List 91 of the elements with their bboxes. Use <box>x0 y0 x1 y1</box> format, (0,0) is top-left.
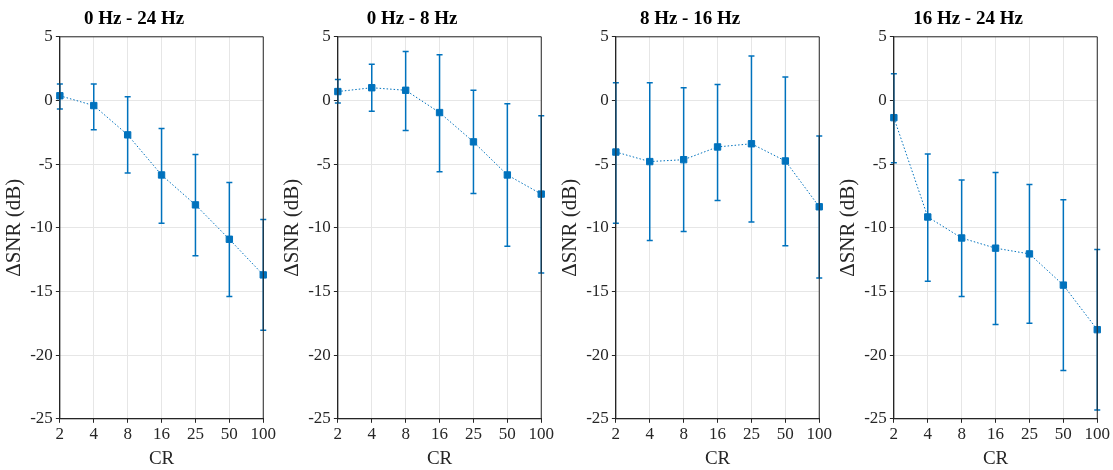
point <box>957 234 966 242</box>
point <box>191 201 200 209</box>
chart-title: 8 Hz - 16 Hz <box>639 7 741 29</box>
x-tick-label: 16 <box>987 424 1005 444</box>
x-tick-label: 8 <box>957 424 966 444</box>
point <box>1025 250 1034 258</box>
point <box>157 171 166 179</box>
point <box>815 203 823 211</box>
point <box>713 143 722 151</box>
x-tick-label: 4 <box>645 424 655 444</box>
point <box>123 131 132 139</box>
x-tick-label: 2 <box>611 424 621 444</box>
x-tick-label: 4 <box>923 424 933 444</box>
x-tick-label: 2 <box>55 424 65 444</box>
y-tick-label: -15 <box>308 280 331 300</box>
y-tick-label: 0 <box>878 89 887 109</box>
point <box>56 92 64 100</box>
chart-title: 0 Hz - 24 Hz <box>83 7 185 29</box>
x-tick-label: 100 <box>250 424 276 444</box>
x-tick-label: 16 <box>709 424 727 444</box>
y-tick-label: -25 <box>30 408 53 428</box>
chart-title: 0 Hz - 8 Hz <box>366 7 458 29</box>
x-tick-label: 8 <box>123 424 132 444</box>
x-axis-title: CR <box>148 446 175 468</box>
y-tick-label: -5 <box>872 153 887 173</box>
y-tick-label: 5 <box>322 26 331 46</box>
x-tick-label: 4 <box>89 424 99 444</box>
y-tick-label: 5 <box>44 26 53 46</box>
y-tick-label: 0 <box>322 89 331 109</box>
chart-title: 16 Hz - 24 Hz <box>913 7 1024 29</box>
y-tick-label: -20 <box>864 344 887 364</box>
x-axis-title: CR <box>982 446 1009 468</box>
x-tick-label: 50 <box>498 424 516 444</box>
point <box>1059 281 1068 289</box>
point <box>747 140 756 148</box>
x-tick-label: 8 <box>679 424 688 444</box>
y-tick-label: -10 <box>586 217 609 237</box>
point <box>401 86 410 94</box>
y-tick-label: -20 <box>308 344 331 364</box>
x-tick-label: 25 <box>186 424 204 444</box>
y-axis-title: ΔSNR (dB) <box>1 178 26 277</box>
point <box>225 235 234 243</box>
y-tick-label: -5 <box>38 153 53 173</box>
point <box>537 190 545 198</box>
y-tick-label: -20 <box>30 344 53 364</box>
point <box>469 138 478 146</box>
x-tick-label: 4 <box>367 424 377 444</box>
y-tick-label: -15 <box>586 280 609 300</box>
y-tick-label: -15 <box>30 280 53 300</box>
x-tick-label: 50 <box>1054 424 1072 444</box>
x-tick-label: 100 <box>528 424 554 444</box>
y-tick-label: 5 <box>600 26 609 46</box>
y-tick-label: -25 <box>864 408 887 428</box>
point <box>503 171 512 179</box>
y-tick-label: 0 <box>44 89 53 109</box>
y-tick-label: -10 <box>30 217 53 237</box>
x-tick-label: 2 <box>889 424 899 444</box>
y-tick-label: 0 <box>600 89 609 109</box>
y-axis-title: ΔSNR (dB) <box>835 178 860 277</box>
x-tick-label: 100 <box>1084 424 1110 444</box>
y-tick-label: -20 <box>586 344 609 364</box>
x-tick-label: 25 <box>464 424 482 444</box>
point <box>924 213 932 221</box>
y-tick-label: 5 <box>878 26 887 46</box>
x-axis-title: CR <box>704 446 731 468</box>
y-tick-label: -25 <box>586 408 609 428</box>
y-axis-title: ΔSNR (dB) <box>557 178 582 277</box>
y-tick-label: -25 <box>308 408 331 428</box>
x-axis-title: CR <box>426 446 453 468</box>
x-tick-label: 50 <box>220 424 238 444</box>
x-tick-label: 2 <box>333 424 343 444</box>
point <box>991 244 1000 252</box>
point <box>368 84 376 92</box>
y-axis-title: ΔSNR (dB) <box>279 178 304 277</box>
x-tick-label: 16 <box>153 424 171 444</box>
point <box>612 148 620 156</box>
y-tick-label: -10 <box>308 217 331 237</box>
x-tick-label: 25 <box>1020 424 1038 444</box>
y-tick-label: -10 <box>864 217 887 237</box>
point <box>781 157 790 165</box>
x-tick-label: 8 <box>401 424 410 444</box>
x-tick-label: 16 <box>431 424 449 444</box>
x-tick-label: 100 <box>806 424 832 444</box>
y-tick-label: -15 <box>864 280 887 300</box>
point <box>1093 325 1101 334</box>
x-tick-label: 50 <box>776 424 794 444</box>
point <box>259 271 267 279</box>
x-tick-label: 25 <box>742 424 760 444</box>
point <box>679 156 688 164</box>
y-tick-label: -5 <box>316 153 331 173</box>
y-tick-label: -5 <box>594 153 609 173</box>
